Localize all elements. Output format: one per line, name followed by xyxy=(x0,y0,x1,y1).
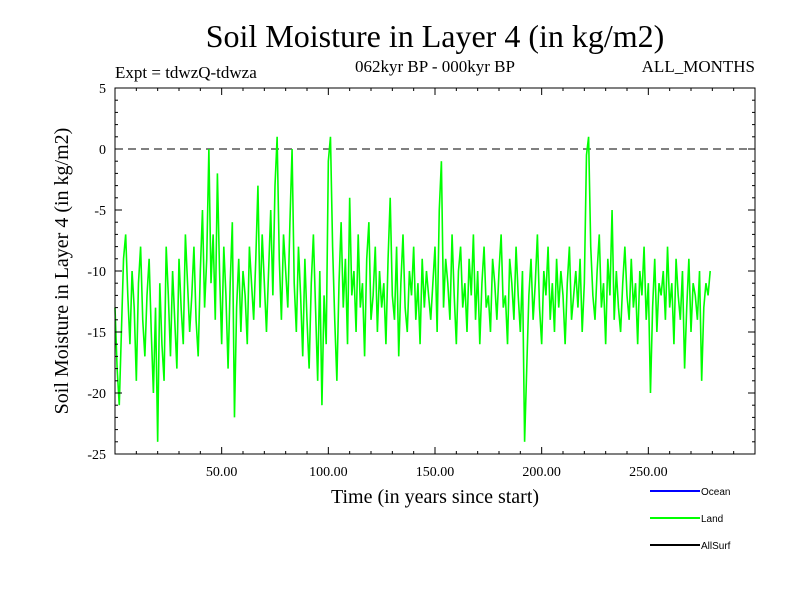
x-tick-label: 250.00 xyxy=(629,465,668,480)
legend-label-land: Land xyxy=(701,514,723,525)
plot-frame xyxy=(114,87,756,455)
y-axis-label: Soil Moisture in Layer 4 (in kg/m2) xyxy=(51,128,73,415)
y-tick-label: -20 xyxy=(87,387,106,402)
series-line-land xyxy=(114,136,711,442)
legend-item-land: Land xyxy=(650,514,723,525)
y-tick-label: -15 xyxy=(87,326,106,341)
x-axis-label: Time (in years since start) xyxy=(331,486,539,508)
legend-item-allsurf: AllSurf xyxy=(650,541,731,552)
legend-item-ocean: Ocean xyxy=(650,487,730,498)
y-tick-label: 0 xyxy=(99,143,106,158)
chart-title: Soil Moisture in Layer 4 (in kg/m2) xyxy=(206,18,665,54)
x-tick-label: 50.00 xyxy=(206,465,238,480)
ticks-layer: 5 0 -5 -10 -15 -20 -25 50.00 100.00 150.00 200.00 2… xyxy=(87,82,755,480)
period-label: 062kyr BP - 000kyr BP xyxy=(355,57,515,76)
x-tick-label: 200.00 xyxy=(522,465,561,480)
legend: Ocean Land AllSurf xyxy=(650,487,731,552)
y-tick-label: 5 xyxy=(99,82,106,97)
months-label: ALL_MONTHS xyxy=(642,57,755,76)
y-tick-label: -5 xyxy=(94,204,106,219)
x-tick-label: 150.00 xyxy=(416,465,455,480)
x-tick-label: 100.00 xyxy=(309,465,348,480)
y-tick-label: -10 xyxy=(87,265,106,280)
experiment-label: Expt = tdwzQ-tdwza xyxy=(115,63,257,82)
legend-label-allsurf: AllSurf xyxy=(701,541,731,552)
series-layer xyxy=(114,136,711,442)
legend-label-ocean: Ocean xyxy=(701,487,730,498)
y-tick-label: -25 xyxy=(87,448,106,463)
